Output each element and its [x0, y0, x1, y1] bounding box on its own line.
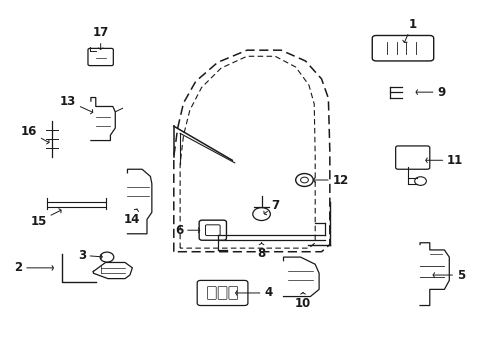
- Text: 5: 5: [432, 269, 464, 282]
- Text: 15: 15: [31, 209, 61, 228]
- Text: 10: 10: [294, 293, 310, 310]
- Text: 14: 14: [124, 209, 140, 226]
- Text: 12: 12: [313, 174, 348, 186]
- Text: 2: 2: [15, 261, 53, 274]
- Text: 11: 11: [425, 154, 462, 167]
- Text: 1: 1: [402, 18, 416, 42]
- Text: 6: 6: [175, 224, 199, 237]
- Text: 9: 9: [415, 86, 445, 99]
- Text: 17: 17: [92, 27, 108, 49]
- Text: 7: 7: [264, 199, 279, 215]
- Text: 4: 4: [235, 287, 272, 300]
- Text: 8: 8: [257, 243, 265, 260]
- Text: 16: 16: [21, 125, 49, 144]
- Text: 3: 3: [78, 249, 102, 262]
- Text: 13: 13: [60, 95, 93, 114]
